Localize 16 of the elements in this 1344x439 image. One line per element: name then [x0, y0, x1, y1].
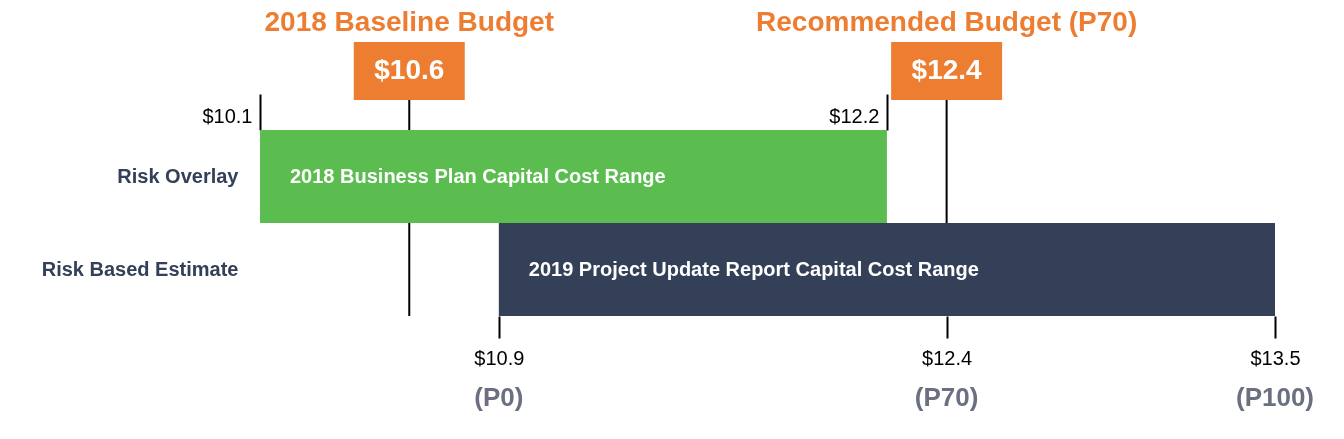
x2-tick-label: $10.1 [202, 104, 253, 127]
annotation: 2018 Business Plan Capital Cost Range [290, 164, 666, 187]
x-tick-label: $12.4 [922, 346, 973, 369]
ref-line-label: $12.4 [911, 54, 983, 85]
text: 2018 Baseline Budget [264, 6, 554, 37]
text: (P100) [1235, 382, 1315, 412]
x-tick-label: $13.5 [1250, 346, 1301, 369]
x-tick-label: $10.9 [474, 346, 525, 369]
text: (P0) [474, 382, 524, 412]
y-tick-label: Risk Overlay [117, 164, 240, 187]
annotation: 2019 Project Update Report Capital Cost Range [528, 257, 979, 280]
text: Recommended Budget (P70) [756, 6, 1138, 37]
ref-line-label: $10.6 [374, 54, 445, 85]
text: (P70) [914, 382, 979, 412]
y-tick-label: Risk Based Estimate [41, 257, 239, 280]
x2-tick-label: $12.2 [829, 104, 880, 127]
